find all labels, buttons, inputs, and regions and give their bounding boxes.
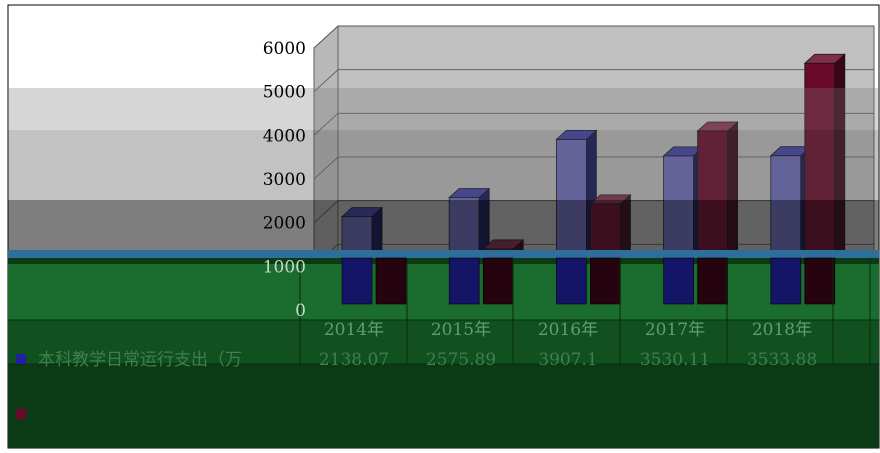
data-table [8,250,879,448]
legend-key-2 [16,409,26,419]
table-row-label: 本科教学日常运行支出（万 [38,350,242,370]
bar-base-2-4 [697,257,728,305]
y-tick-label: 4000 [263,126,306,146]
bar-base-1-1 [341,257,373,305]
y-tick-label: 0 [295,301,306,321]
table-cell: 3533.88 [747,350,817,370]
overlay-band-2 [8,130,879,200]
bar-base-1-2 [448,257,480,305]
bar-base-2-1 [375,257,407,305]
bar-base-2-3 [590,257,621,305]
bar-base-2-5 [804,257,836,305]
table-cell: 2138.07 [319,350,389,370]
overlay-bands [8,88,879,250]
bar-base-1-3 [556,257,587,305]
gridline [313,112,874,136]
y-tick-label: 3000 [263,170,306,190]
x-tick-label: 2018年 [752,320,812,340]
bar-base-1-5 [770,257,802,305]
gridline [313,25,874,49]
legend-key-1 [16,354,26,364]
y-tick-label: 2000 [263,214,306,234]
y-tick-label: 1000 [263,257,306,277]
x-tick-label: 2014年 [324,320,384,340]
bar-base-1-4 [663,257,694,305]
overlay-band-3 [8,200,879,250]
table-cell: 3907.1 [538,350,597,370]
y-tick-label: 6000 [263,39,306,59]
table-cell: 2575.89 [426,350,496,370]
table-cell: 3530.11 [640,350,710,370]
y-tick-label: 5000 [263,83,306,103]
x-tick-label: 2016年 [538,320,598,340]
overlay-band-1 [8,88,879,130]
gridline [313,69,874,92]
bar-base-2-2 [482,257,514,305]
x-tick-label: 2017年 [645,320,705,340]
x-tick-label: 2015年 [431,320,491,340]
